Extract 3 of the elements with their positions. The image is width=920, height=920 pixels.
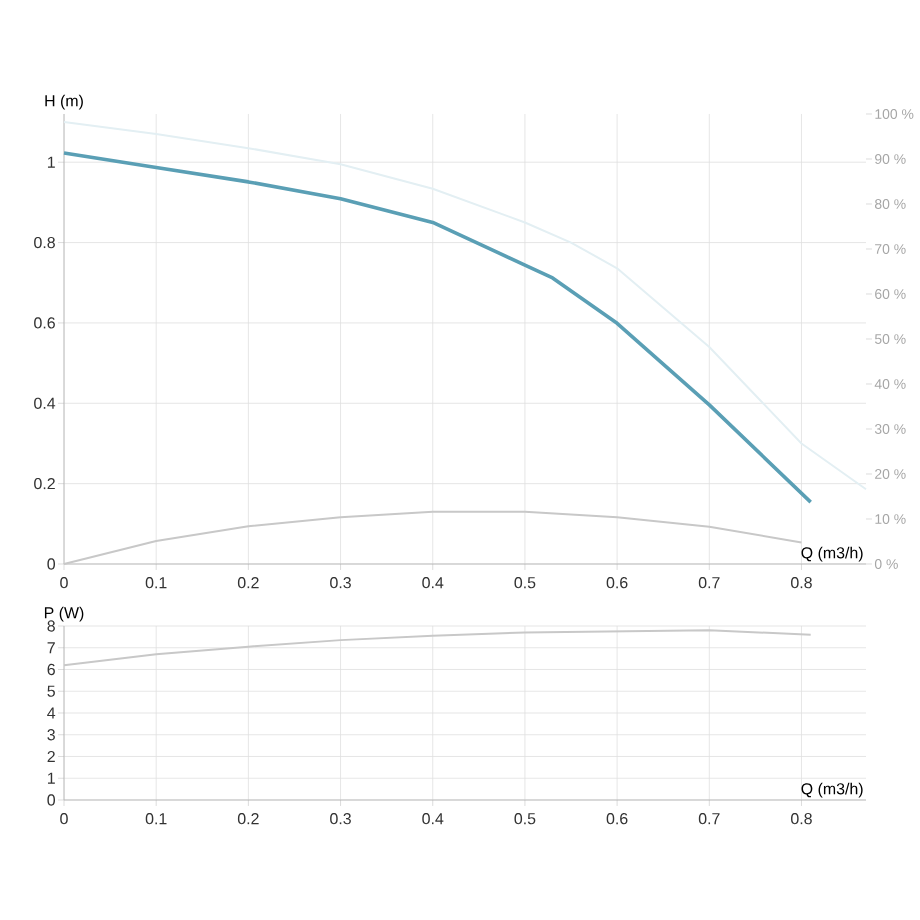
line-series — [62, 151, 813, 504]
line-series — [63, 510, 803, 565]
line-series — [63, 121, 868, 491]
